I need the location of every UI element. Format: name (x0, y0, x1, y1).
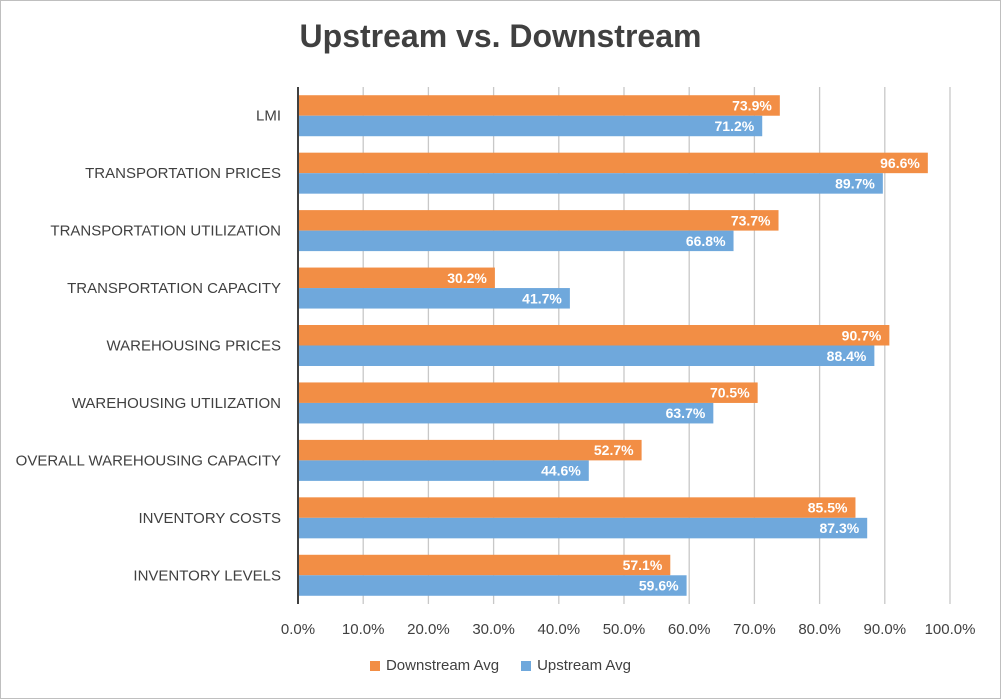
data-label: 90.7% (842, 327, 882, 343)
x-tick-label: 100.0% (925, 621, 976, 638)
data-label: 73.9% (732, 97, 772, 113)
data-label: 71.2% (715, 118, 755, 134)
data-label: 87.3% (819, 520, 859, 536)
bar-downstream (298, 95, 780, 116)
bar-upstream (298, 230, 734, 252)
bar-upstream (298, 402, 714, 424)
bar-upstream (298, 173, 883, 194)
data-label: 30.2% (447, 270, 487, 286)
data-label: 66.8% (686, 233, 726, 249)
bar-upstream (298, 115, 763, 137)
data-label: 85.5% (808, 500, 848, 516)
legend: Downstream Avg Upstream Avg (0, 657, 1001, 674)
x-tick-label: 90.0% (864, 621, 907, 638)
x-tick-label: 20.0% (407, 621, 450, 638)
data-label: 73.7% (731, 212, 771, 228)
category-label: OVERALL WAREHOUSING CAPACITY (16, 452, 281, 469)
data-label: 52.7% (594, 442, 634, 458)
chart-title: Upstream vs. Downstream (299, 18, 702, 54)
data-label: 63.7% (666, 405, 706, 421)
legend-item-upstream: Upstream Avg (521, 657, 631, 674)
bar-downstream (298, 497, 856, 518)
x-tick-label: 10.0% (342, 621, 385, 638)
legend-item-downstream: Downstream Avg (369, 657, 500, 674)
category-label: TRANSPORTATION PRICES (85, 165, 281, 182)
x-tick-label: 40.0% (538, 621, 581, 638)
bar-downstream (298, 439, 642, 461)
category-label: TRANSPORTATION CAPACITY (67, 280, 281, 297)
category-label: WAREHOUSING UTILIZATION (72, 395, 281, 412)
bar-downstream (298, 554, 671, 576)
x-tick-label: 30.0% (472, 621, 515, 638)
category-label: INVENTORY COSTS (138, 510, 281, 527)
category-label: WAREHOUSING PRICES (107, 338, 281, 355)
bar-downstream (298, 210, 779, 231)
data-label: 44.6% (541, 463, 581, 479)
data-label: 89.7% (835, 175, 875, 191)
x-tick-label: 80.0% (798, 621, 841, 638)
bar-downstream (298, 382, 758, 403)
bar-upstream (298, 345, 875, 366)
category-label: TRANSPORTATION UTILIZATION (50, 223, 281, 240)
legend-swatch-upstream (521, 660, 532, 671)
data-label: 57.1% (623, 557, 663, 573)
bar-upstream (298, 288, 570, 309)
x-tick-label: 0.0% (281, 621, 315, 638)
data-label: 70.5% (710, 385, 750, 401)
data-label: 59.6% (639, 578, 679, 594)
legend-swatch-downstream (369, 660, 380, 671)
legend-label-upstream: Upstream Avg (537, 657, 632, 674)
bar-downstream (298, 152, 928, 174)
data-label: 96.6% (880, 155, 920, 171)
bar-upstream (298, 460, 589, 481)
category-label: LMI (256, 108, 281, 125)
x-tick-label: 50.0% (603, 621, 646, 638)
bar-upstream (298, 575, 687, 596)
x-tick-label: 70.0% (733, 621, 776, 638)
bar-downstream (298, 325, 890, 346)
bar-upstream (298, 517, 868, 539)
legend-label-downstream: Downstream Avg (385, 657, 500, 674)
data-label: 88.4% (827, 348, 867, 364)
bar-downstream (298, 267, 495, 289)
category-label: INVENTORY LEVELS (133, 567, 281, 584)
data-label: 41.7% (522, 290, 562, 306)
x-tick-label: 60.0% (668, 621, 711, 638)
